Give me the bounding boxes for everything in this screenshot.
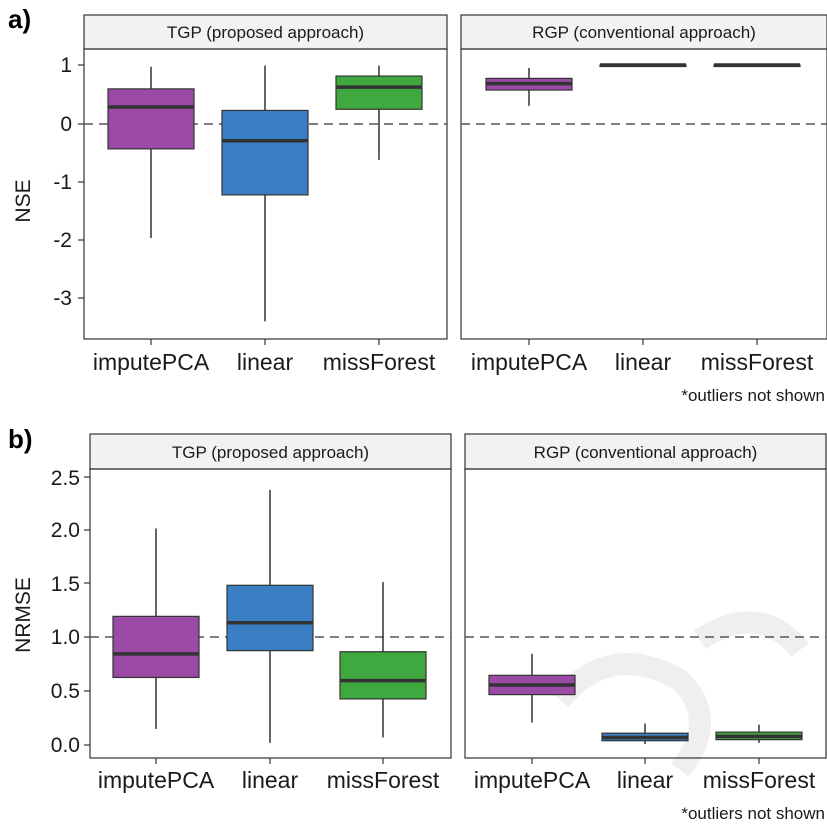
y-tick-labels-b: 2.5 2.0 1.5 1.0 0.5 0.0 bbox=[51, 467, 80, 757]
x-tick-label: missForest bbox=[701, 349, 814, 375]
x-tick-label: imputePCA bbox=[93, 349, 210, 375]
watermark-stroke-2 bbox=[693, 611, 809, 658]
outliers-note-b: *outliers not shown bbox=[681, 804, 825, 823]
y-tick-label: -2 bbox=[53, 229, 72, 252]
figure-b: b) NRMSE 2.5 2.0 1.5 1.0 0.5 0.0 TGP (pr… bbox=[8, 424, 827, 823]
watermark-stroke-1 bbox=[551, 653, 711, 777]
y-tick-label: 1.5 bbox=[51, 573, 80, 596]
x-tick-label: missForest bbox=[323, 349, 436, 375]
y-tick-label: 1 bbox=[60, 54, 72, 77]
panel-label-a: a) bbox=[8, 4, 31, 34]
panel-border bbox=[464, 468, 827, 759]
facet-rgp-b: RGP (conventional approach) bbox=[464, 433, 827, 759]
x-tick-label: missForest bbox=[327, 767, 440, 793]
facet-strip bbox=[83, 14, 448, 50]
y-tick-label: -3 bbox=[53, 287, 72, 310]
boxes-group bbox=[485, 63, 801, 106]
x-tick-label: linear bbox=[617, 767, 674, 793]
y-ticks-b bbox=[84, 476, 90, 746]
y-axis-label-b: NRMSE bbox=[12, 577, 35, 653]
x-tick-label: missForest bbox=[703, 767, 816, 793]
y-tick-label: 0 bbox=[60, 113, 72, 136]
facet-tgp-a: TGP (proposed approach) bbox=[83, 14, 448, 340]
facet-strip bbox=[464, 433, 827, 470]
box-imputePCA bbox=[107, 88, 195, 150]
box-missForest bbox=[339, 651, 427, 700]
facet-title: TGP (proposed approach) bbox=[172, 443, 369, 462]
outliers-note-a: *outliers not shown bbox=[681, 386, 825, 405]
x-ticks-b bbox=[155, 758, 760, 764]
y-tick-label: 2.0 bbox=[51, 519, 80, 542]
box-missForest bbox=[335, 75, 423, 110]
x-tick-label: linear bbox=[615, 349, 672, 375]
y-tick-label: 0.0 bbox=[51, 734, 80, 757]
y-tick-label: -1 bbox=[53, 171, 72, 194]
boxes-group bbox=[112, 489, 427, 743]
figure-a: a) NSE 1 0 -1 -2 -3 TGP (proposed approa… bbox=[8, 4, 827, 405]
x-tick-label: linear bbox=[242, 767, 299, 793]
y-tick-labels-a: 1 0 -1 -2 -3 bbox=[53, 54, 72, 310]
x-tick-label: imputePCA bbox=[98, 767, 215, 793]
y-tick-label: 0.5 bbox=[51, 680, 80, 703]
facet-rgp-a: RGP (conventional approach) bbox=[460, 14, 827, 340]
x-tick-label: imputePCA bbox=[471, 349, 588, 375]
x-tick-label: imputePCA bbox=[474, 767, 591, 793]
y-axis-label-a: NSE bbox=[12, 179, 35, 222]
box-linear bbox=[226, 584, 314, 652]
facet-tgp-b: TGP (proposed approach) bbox=[89, 433, 452, 759]
facet-title: TGP (proposed approach) bbox=[167, 23, 364, 42]
box-imputePCA bbox=[112, 615, 200, 679]
watermark bbox=[551, 611, 809, 777]
facet-title: RGP (conventional approach) bbox=[532, 23, 756, 42]
x-tick-labels-a: imputePCA linear missForest imputePCA li… bbox=[93, 349, 814, 375]
x-tick-label: linear bbox=[237, 349, 294, 375]
boxes-group bbox=[107, 65, 423, 322]
boxes-group bbox=[488, 653, 803, 744]
panel-border bbox=[460, 48, 827, 340]
facet-strip bbox=[89, 433, 452, 470]
y-tick-label: 2.5 bbox=[51, 467, 80, 490]
facet-title: RGP (conventional approach) bbox=[534, 443, 758, 462]
y-tick-label: 1.0 bbox=[51, 626, 80, 649]
y-ticks-a bbox=[78, 64, 84, 299]
x-ticks-a bbox=[150, 339, 758, 345]
panel-label-b: b) bbox=[8, 424, 33, 454]
box-linear bbox=[221, 109, 309, 196]
x-tick-labels-b: imputePCA linear missForest imputePCA li… bbox=[98, 767, 816, 793]
